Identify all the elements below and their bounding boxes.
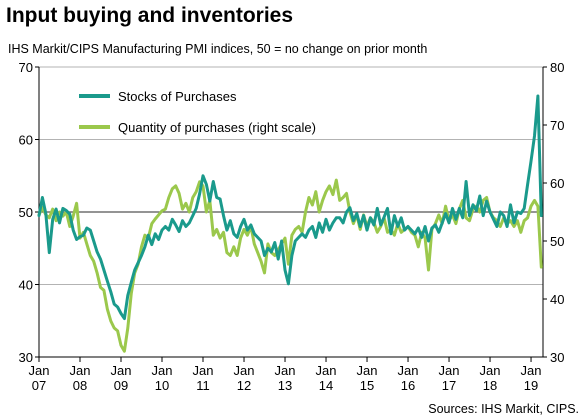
chart-title: Input buying and inventories: [6, 4, 294, 27]
legend-label: Stocks of Purchases: [118, 89, 237, 104]
x-tick-label-year: 14: [319, 378, 333, 393]
y-right-tick-label: 30: [550, 350, 564, 365]
x-tick-label-month: Jan: [152, 363, 173, 378]
x-tick-label-month: Jan: [193, 363, 214, 378]
y-right-tick-label: 40: [550, 292, 564, 307]
x-tick-label-month: Jan: [111, 363, 132, 378]
y-right-tick-label: 80: [550, 60, 564, 75]
x-tick-label-month: Jan: [439, 363, 460, 378]
x-tick-label-month: Jan: [29, 363, 50, 378]
x-tick-label-year: 13: [278, 378, 292, 393]
legend: Stocks of Purchases Quantity of purchases…: [79, 89, 316, 135]
series-line-stocks: [37, 94, 543, 321]
x-tick-label-year: 19: [524, 378, 538, 393]
x-tick-label-month: Jan: [398, 363, 419, 378]
x-tick-label-year: 11: [196, 378, 210, 393]
series-lines: [37, 94, 543, 353]
x-tick-label-year: 12: [237, 378, 251, 393]
x-tick-label-year: 09: [114, 378, 128, 393]
y-left-tick-label: 50: [19, 205, 33, 220]
x-tick-label-month: Jan: [316, 363, 337, 378]
x-tick-label-year: 08: [73, 378, 87, 393]
axes: 3040506070304050607080Jan07Jan08Jan09Jan…: [19, 60, 565, 393]
y-right-tick-label: 50: [550, 234, 564, 249]
x-tick-label-year: 15: [360, 378, 374, 393]
chart-source: Sources: IHS Markit, CIPS.: [428, 402, 579, 416]
y-left-tick-label: 70: [19, 60, 33, 75]
x-tick-label-year: 07: [32, 378, 46, 393]
x-tick-label-year: 16: [401, 378, 415, 393]
x-tick-label-month: Jan: [70, 363, 91, 378]
y-left-tick-label: 40: [19, 278, 33, 293]
y-right-tick-label: 60: [550, 176, 564, 191]
x-tick-label-year: 10: [155, 378, 169, 393]
x-tick-label-year: 17: [442, 378, 456, 393]
x-tick-label-month: Jan: [521, 363, 542, 378]
y-right-tick-label: 70: [550, 118, 564, 133]
legend-label: Quantity of purchases (right scale): [118, 120, 316, 135]
x-tick-label-month: Jan: [234, 363, 255, 378]
x-tick-label-month: Jan: [275, 363, 296, 378]
y-left-tick-label: 30: [19, 350, 33, 365]
chart-subtitle: IHS Markit/CIPS Manufacturing PMI indice…: [8, 42, 428, 56]
x-tick-label-month: Jan: [357, 363, 378, 378]
x-tick-label-month: Jan: [480, 363, 501, 378]
y-left-tick-label: 60: [19, 133, 33, 148]
x-tick-label-year: 18: [483, 378, 497, 393]
